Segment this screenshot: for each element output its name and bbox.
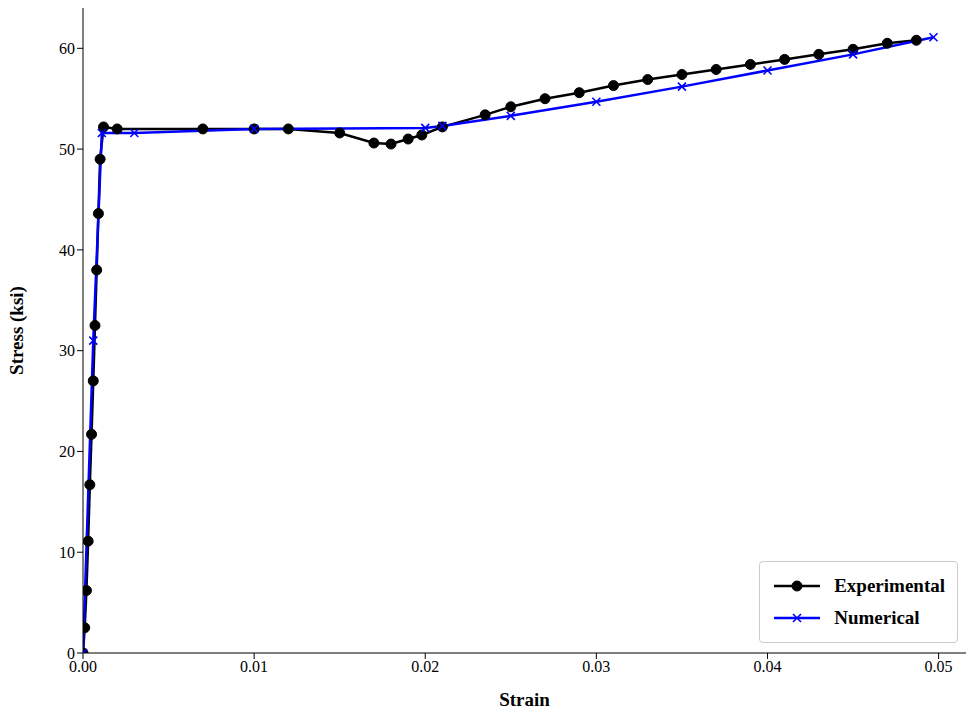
html-text:Numerical: Numerical [834,607,920,628]
svg-text:Stress (ksi): Stress (ksi) [6,286,28,375]
svg-text:50: 50 [59,141,75,158]
svg-text:0.05: 0.05 [925,658,953,675]
svg-text:60: 60 [59,40,75,57]
html-text:Experimental: Experimental [834,575,945,596]
svg-text:0.03: 0.03 [582,658,610,675]
svg-text:0.04: 0.04 [753,658,781,675]
svg-text:0.00: 0.00 [69,658,97,676]
svg-text:30: 30 [59,342,75,359]
svg-text:20: 20 [59,443,75,460]
svg-text:10: 10 [59,544,75,561]
svg-text:Strain: Strain [499,689,550,710]
svg-text:0.02: 0.02 [411,658,439,675]
svg-text:0: 0 [67,645,75,662]
svg-text:0.01: 0.01 [240,658,268,675]
svg-text:40: 40 [59,242,75,259]
